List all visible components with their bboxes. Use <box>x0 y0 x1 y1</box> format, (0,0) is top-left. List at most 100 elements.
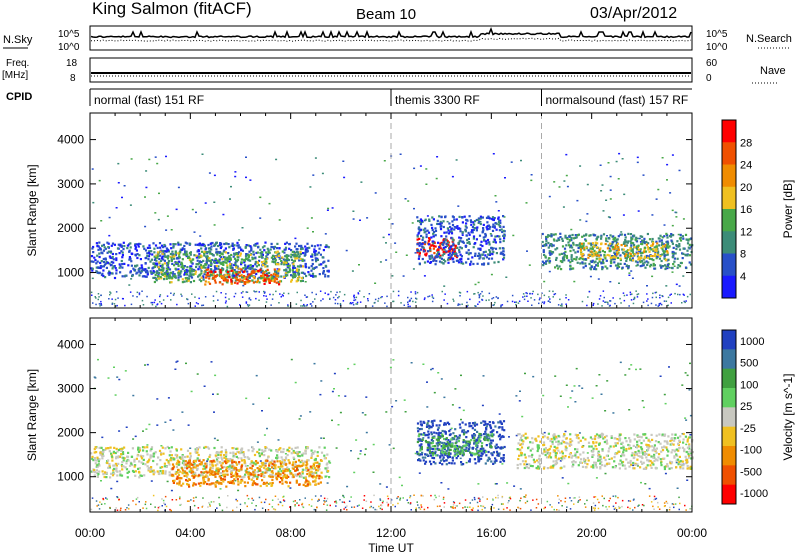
data-cell <box>177 243 180 246</box>
data-cell <box>502 215 505 218</box>
data-cell <box>421 238 424 241</box>
scatter-cell <box>477 483 480 485</box>
scatter-cell <box>365 431 368 434</box>
data-cell <box>457 242 460 245</box>
data-cell <box>204 270 207 273</box>
data-cell <box>666 236 669 239</box>
scatter-cell <box>522 293 525 295</box>
data-cell <box>176 454 179 457</box>
data-cell <box>573 257 576 261</box>
data-cell <box>234 261 237 264</box>
data-cell <box>137 245 140 248</box>
scatter-cell <box>418 506 420 509</box>
scatter-cell <box>678 285 681 287</box>
scatter-cell <box>246 465 249 467</box>
scatter-cell <box>609 175 612 178</box>
scatter-cell <box>353 506 356 508</box>
data-cell <box>686 249 689 252</box>
data-cell <box>230 473 233 476</box>
scatter-cell <box>651 275 654 278</box>
data-cell <box>593 267 596 271</box>
scatter-cell <box>234 479 237 482</box>
data-cell <box>422 228 425 231</box>
data-cell <box>179 243 182 246</box>
data-cell <box>113 243 116 246</box>
data-cell <box>599 257 602 260</box>
scatter-cell <box>284 453 287 455</box>
scatter-cell <box>196 373 199 375</box>
data-cell <box>430 223 433 226</box>
data-cell <box>181 248 184 251</box>
scatter-cell <box>597 303 599 305</box>
data-cell <box>612 245 615 249</box>
data-cell <box>589 242 592 245</box>
data-cell <box>290 280 293 283</box>
scatter-cell <box>316 506 318 509</box>
data-cell <box>548 244 552 247</box>
data-cell <box>587 242 590 245</box>
data-cell <box>671 255 674 258</box>
scatter-cell <box>538 302 540 305</box>
scatter-cell <box>173 292 175 295</box>
data-cell <box>482 262 486 265</box>
scatter-cell <box>410 362 413 364</box>
data-cell <box>601 249 604 253</box>
data-cell <box>253 469 256 472</box>
scatter-cell <box>160 445 163 447</box>
scatter-cell <box>485 299 487 302</box>
scatter-cell <box>607 303 609 305</box>
data-cell <box>281 476 285 479</box>
data-cell <box>285 255 289 258</box>
data-cell <box>166 275 169 278</box>
data-cell <box>312 472 315 475</box>
data-cell <box>136 253 139 256</box>
scatter-cell <box>633 498 635 500</box>
scatter-cell <box>588 290 591 293</box>
scatter-cell <box>246 494 249 497</box>
scatter-cell <box>523 496 525 498</box>
data-cell <box>244 255 248 258</box>
scatter-cell <box>306 304 308 306</box>
data-cell <box>97 463 100 466</box>
scatter-cell <box>259 460 262 462</box>
data-cell <box>230 269 233 272</box>
data-cell <box>541 260 544 263</box>
data-cell <box>311 267 314 270</box>
data-cell <box>464 225 467 228</box>
data-cell <box>576 244 579 247</box>
data-cell <box>303 272 306 275</box>
data-cell <box>109 256 112 259</box>
scatter-cell <box>98 303 101 305</box>
data-cell <box>281 458 284 461</box>
data-cell <box>672 263 675 266</box>
scatter-cell <box>352 218 355 220</box>
data-cell <box>448 249 451 252</box>
data-cell <box>121 266 124 269</box>
data-cell <box>188 470 191 473</box>
data-cell <box>119 271 122 274</box>
scatter-cell <box>477 252 480 254</box>
data-cell <box>420 248 423 251</box>
data-cell <box>90 267 93 270</box>
data-cell <box>296 277 299 280</box>
scatter-cell <box>283 500 286 502</box>
data-cell <box>605 237 608 240</box>
scatter-cell <box>515 395 518 397</box>
data-cell <box>430 236 433 239</box>
data-cell <box>238 251 241 254</box>
data-cell <box>116 247 120 250</box>
scatter-cell <box>647 298 649 300</box>
scatter-cell <box>579 219 582 221</box>
scatter-cell <box>682 218 685 220</box>
scatter-cell <box>407 296 409 299</box>
scatter-cell <box>603 497 605 500</box>
scatter-cell <box>615 502 617 504</box>
scatter-cell <box>336 291 338 294</box>
data-cell <box>310 449 313 452</box>
data-cell <box>676 240 679 243</box>
data-cell <box>664 246 668 249</box>
data-cell <box>613 255 616 258</box>
data-cell <box>280 261 284 264</box>
data-cell <box>646 263 649 266</box>
